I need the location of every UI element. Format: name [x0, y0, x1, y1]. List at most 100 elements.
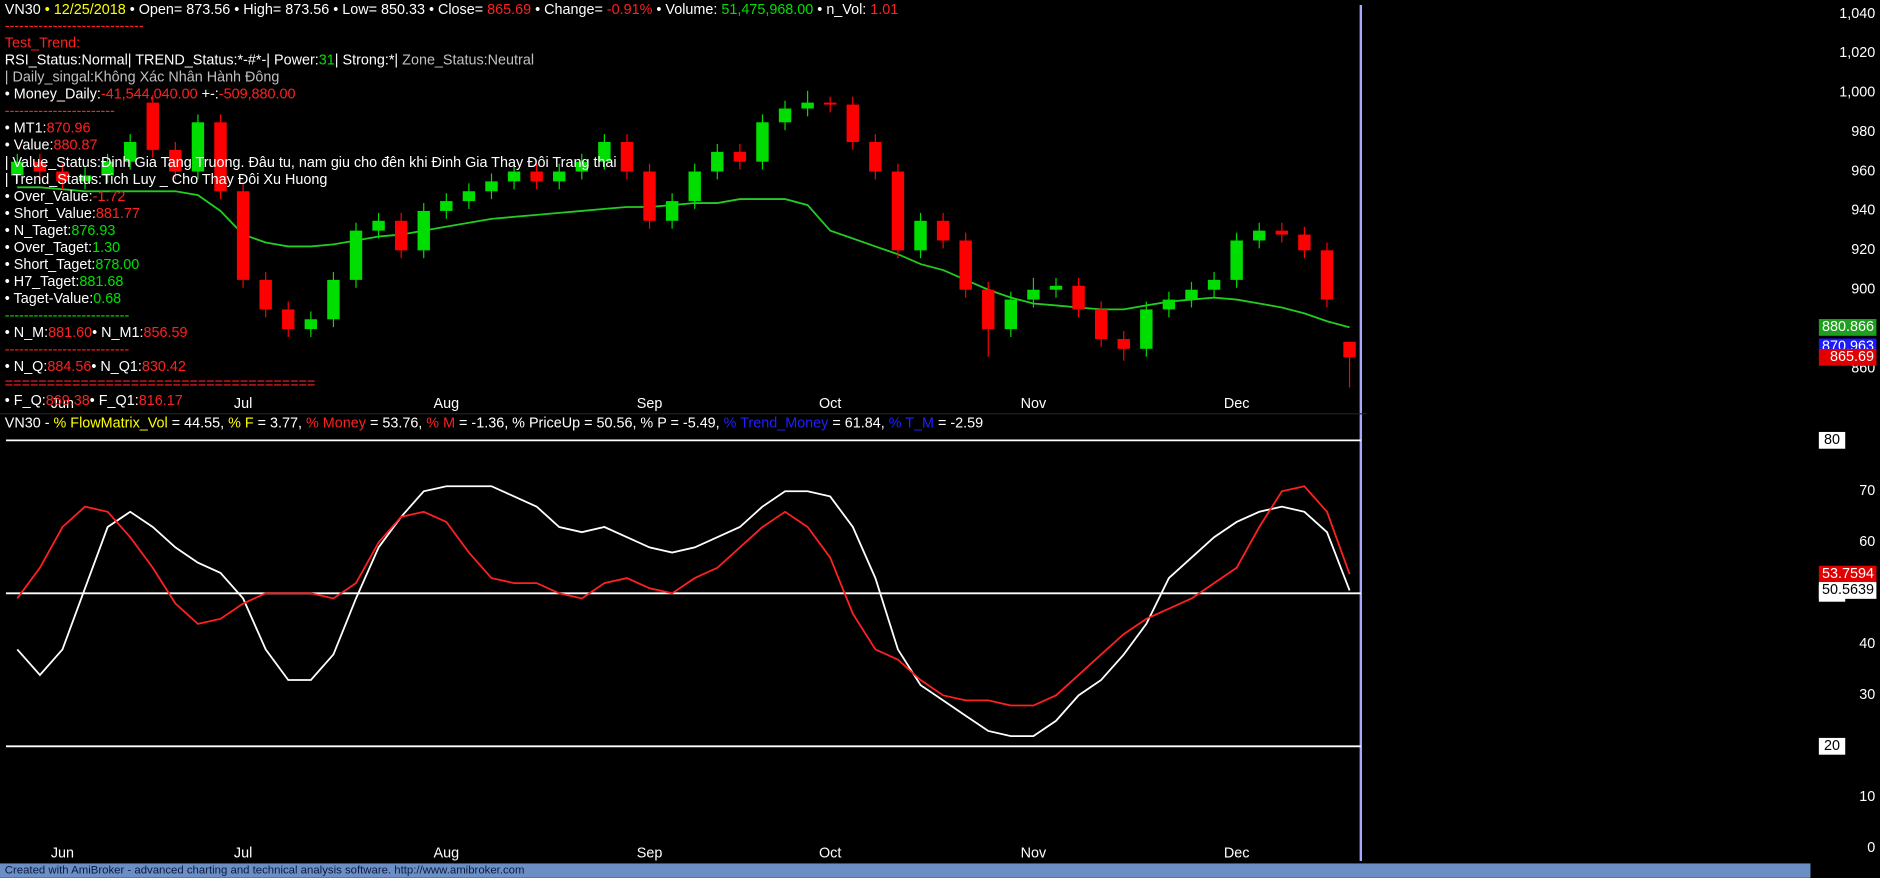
- candle-body: [891, 171, 905, 251]
- candle-body: [914, 220, 927, 251]
- y-tick-label: 940: [1851, 203, 1875, 219]
- info-line: • Money_Daily:-41,544,040.00 +-:-509,880…: [5, 86, 296, 102]
- value-tag-label: 50.5639: [1822, 582, 1874, 598]
- text-segment: -----------------------------: [5, 18, 144, 34]
- candle-body: [1140, 309, 1153, 349]
- text-segment: % Trend_Money: [724, 415, 829, 431]
- candle-body: [1230, 240, 1243, 280]
- x-tick-label: Nov: [1021, 846, 1047, 862]
- text-segment: % FlowMatrix_Vol: [54, 415, 168, 431]
- x-tick-label: Jul: [234, 846, 252, 862]
- info-line: --------------------------: [5, 342, 130, 358]
- text-segment: • F_Q1:: [90, 393, 139, 409]
- value-tag-label: 865.69: [1830, 349, 1874, 365]
- candle-body: [1004, 299, 1018, 330]
- text-segment: 881.60: [48, 325, 92, 341]
- candle-body: [304, 319, 318, 330]
- info-line: • MT1:870.96: [5, 121, 91, 137]
- text-segment: 856.59: [144, 325, 188, 341]
- text-segment: = 61.84,: [828, 415, 888, 431]
- text-segment: % T_M: [889, 415, 934, 431]
- x-tick-label: Dec: [1224, 396, 1250, 412]
- info-line: -----------------------: [5, 103, 115, 119]
- text-segment: -0.91%: [607, 2, 653, 18]
- text-segment: 865.69: [487, 2, 531, 18]
- y-tick-label: 40: [1859, 636, 1875, 652]
- text-segment: • Change=: [531, 2, 607, 18]
- text-segment: --------------------------: [5, 308, 130, 324]
- candle-body: [1094, 309, 1108, 339]
- oscillator-line: [16, 485, 1351, 707]
- text-segment: 31: [319, 52, 335, 68]
- candle-body: [1275, 230, 1289, 235]
- text-segment: 1.01: [870, 2, 898, 18]
- tick-box: [1818, 737, 1846, 755]
- info-line: --------------------------: [5, 308, 130, 324]
- text-segment: 876.93: [71, 223, 115, 239]
- info-line: | Daily_singal:Không Xác Nhân Hành Đông: [5, 69, 280, 85]
- text-segment: 51,475,968.00: [721, 2, 813, 18]
- candle-body: [485, 181, 498, 192]
- text-segment: = 3.77,: [254, 415, 306, 431]
- candle-body: [1207, 279, 1221, 290]
- info-line: | Trend_Status:Tich Luy _ Cho Thay Đôi X…: [5, 172, 328, 188]
- candle-body: [823, 102, 837, 105]
- x-tick-label: Oct: [819, 396, 841, 412]
- candle-body: [417, 210, 430, 251]
- text-segment: 870.96: [47, 121, 91, 137]
- candle-body: [575, 161, 589, 172]
- text-segment: -509,880.00: [219, 86, 296, 102]
- text-segment: = 44.55,: [168, 415, 228, 431]
- value-tag: [1818, 319, 1877, 336]
- text-segment: Zone_Status:Neutral: [402, 52, 534, 68]
- info-line: • Taget-Value:0.68: [5, 291, 121, 307]
- y-tick-label: 80: [1824, 432, 1840, 448]
- candle-body: [620, 141, 634, 172]
- text-segment: 869.38: [46, 393, 90, 409]
- candle-body: [259, 279, 272, 310]
- candle-body: [553, 171, 566, 182]
- y-tick-label: 20: [1824, 738, 1840, 754]
- candle-body: [665, 201, 679, 221]
- text-segment: | Daily_singal:Không Xác Nhân Hành Đông: [5, 69, 280, 85]
- info-line: RSI_Status:Normal| TREND_Status:*-#*-| P…: [5, 52, 534, 68]
- y-tick-label: 70: [1859, 483, 1875, 499]
- candle-body: [169, 149, 182, 172]
- candle-body: [33, 161, 47, 172]
- candle-body: [1162, 299, 1176, 310]
- info-line: • H7_Taget:881.68: [5, 274, 124, 290]
- y-tick-label: 960: [1851, 163, 1875, 179]
- text-segment: % M: [426, 415, 455, 431]
- candle-body: [756, 122, 769, 162]
- x-tick-label: Jun: [51, 846, 74, 862]
- text-segment: • Open= 873.56 • High= 873.56 • Low= 850…: [126, 2, 487, 18]
- footer-bar: [0, 863, 1811, 878]
- text-segment: 0.68: [93, 291, 121, 307]
- candle-body: [733, 151, 747, 162]
- y-tick-label: 0: [1867, 840, 1875, 856]
- text-segment: 878.00: [95, 257, 139, 273]
- y-tick-label: 60: [1859, 534, 1875, 550]
- info-line: • Short_Taget:878.00: [5, 257, 140, 273]
- candle-body: [936, 220, 950, 241]
- info-line: • N_Taget:876.93: [5, 223, 116, 239]
- candle-body: [191, 122, 205, 172]
- value-tag: [1818, 348, 1877, 366]
- candle-body: [711, 151, 724, 172]
- x-tick-label: Nov: [1021, 396, 1047, 412]
- y-tick-label: 1,020: [1839, 45, 1875, 61]
- candle-body: [349, 230, 363, 280]
- y-tick-label: 30: [1859, 687, 1875, 703]
- text-segment: = 53.76,: [366, 415, 426, 431]
- y-tick-label: 920: [1851, 242, 1875, 258]
- candle-body: [462, 191, 476, 202]
- y-tick-label: 10: [1859, 789, 1875, 805]
- text-segment: 884.56: [47, 359, 91, 375]
- candle-body: [846, 104, 859, 142]
- text-segment: 1.30: [92, 240, 120, 256]
- tick-box: [1818, 431, 1846, 449]
- info-line: • Over_Value:-1.72: [5, 189, 126, 205]
- text-segment: VN30 -: [5, 415, 54, 431]
- x-tick-label: Dec: [1224, 846, 1250, 862]
